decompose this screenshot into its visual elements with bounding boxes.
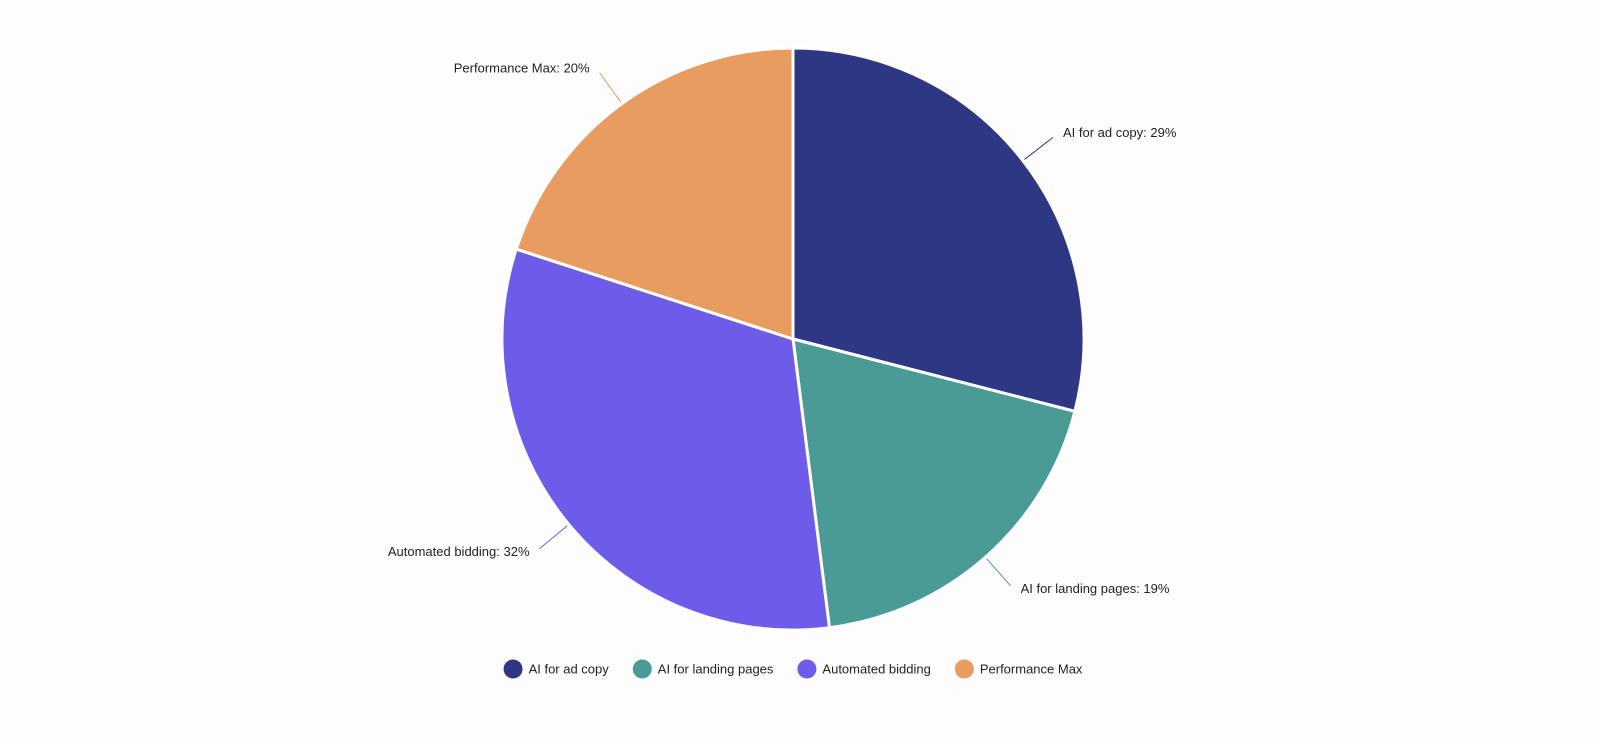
data-label: Automated bidding: 32% [388,544,530,559]
pie-slice [791,46,1086,414]
leader-line [539,525,568,550]
leader-line [1024,136,1054,160]
leader-line [599,72,622,103]
pie-slice [791,336,1077,630]
legend-label: Automated bidding [822,661,930,676]
legend-label: AI for ad copy [529,661,610,676]
pie-slice [500,247,832,632]
pie-slice [514,46,795,342]
data-label: AI for ad copy: 29% [1063,125,1177,140]
legend-label: AI for landing pages [658,661,774,676]
leader-line [986,558,1011,587]
legend-label: Performance Max [980,661,1083,676]
legend-marker [503,659,523,679]
legend-marker [632,659,652,679]
data-label: AI for landing pages: 19% [1021,581,1170,596]
data-label: Performance Max: 20% [454,60,590,75]
legend-marker [797,659,817,679]
legend-marker [954,659,974,679]
